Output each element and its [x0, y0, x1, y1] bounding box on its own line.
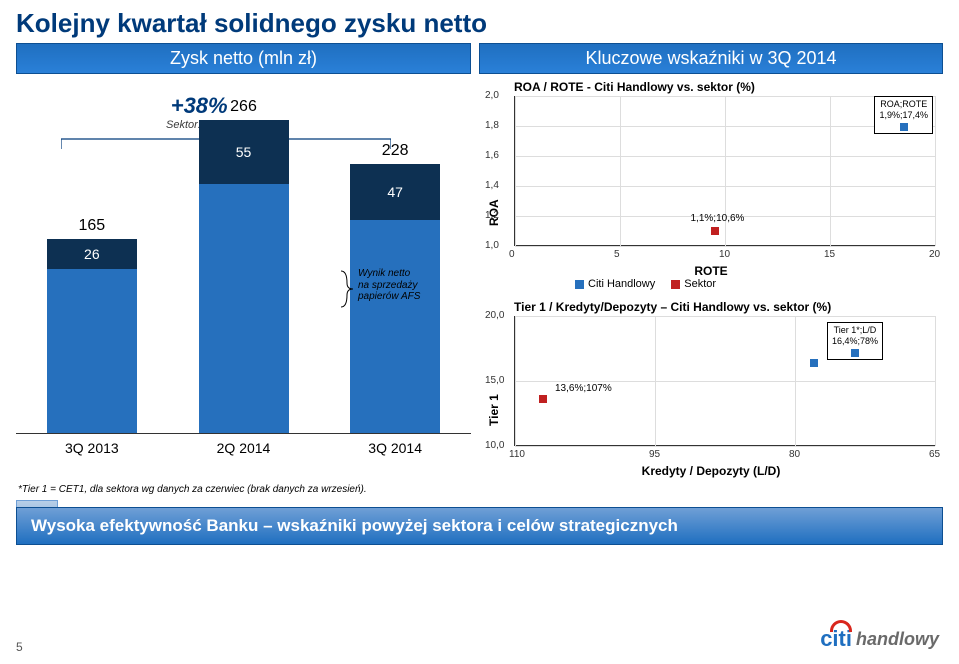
page-title: Kolejny kwartał solidnego zysku netto: [0, 0, 959, 43]
tier-xlabel: Kredyty / Depozyty (L/D): [479, 464, 943, 478]
roa-xlabel: ROTE: [479, 264, 943, 278]
bar: 26655: [199, 120, 289, 434]
data-point: [810, 359, 818, 367]
roa-chart: 051015202,01,81,61,41,21,01,1%;10,6%: [514, 96, 935, 246]
tier-infobox: Tier 1*;L/D 16,4%;78%: [827, 322, 883, 360]
left-header: Zysk netto (mln zł): [16, 43, 471, 74]
afs-note: Wynik netto na sprzedaży papierów AFS: [358, 268, 420, 303]
bar-xaxis: 3Q 20132Q 20143Q 2014: [16, 434, 471, 456]
left-panel: Zysk netto (mln zł) +38% Sektor: +22% 16…: [16, 43, 471, 478]
legend-swatch: [671, 280, 680, 289]
data-point: [539, 395, 547, 403]
legend-swatch: [575, 280, 584, 289]
logo-arc-icon: [830, 620, 852, 632]
afs-brace: [341, 267, 357, 311]
right-header: Kluczowe wskaźniki w 3Q 2014: [479, 43, 943, 74]
logo: citi handlowy: [820, 626, 939, 652]
data-point: [711, 227, 719, 235]
tier-title: Tier 1 / Kredyty/Depozyty – Citi Handlow…: [479, 290, 943, 314]
logo-citi: citi: [820, 626, 852, 652]
square-icon: [900, 123, 908, 131]
right-panel: Kluczowe wskaźniki w 3Q 2014 ROA / ROTE …: [479, 43, 943, 478]
logo-handlowy: handlowy: [856, 629, 939, 650]
square-icon: [851, 349, 859, 357]
bar: 16526: [47, 239, 137, 433]
page-number: 5: [16, 640, 23, 654]
roa-title: ROA / ROTE - Citi Handlowy vs. sektor (%…: [479, 74, 943, 94]
bottom-banner: Wysoka efektywność Banku – wskaźniki pow…: [16, 507, 943, 545]
footnote: *Tier 1 = CET1, dla sektora wg danych za…: [0, 478, 959, 501]
roa-infobox: ROA;ROTE 1,9%;17,4%: [874, 96, 933, 134]
roa-legend: Citi HandlowySektor: [479, 278, 943, 290]
tier-ylabel: Tier 1: [487, 394, 501, 426]
